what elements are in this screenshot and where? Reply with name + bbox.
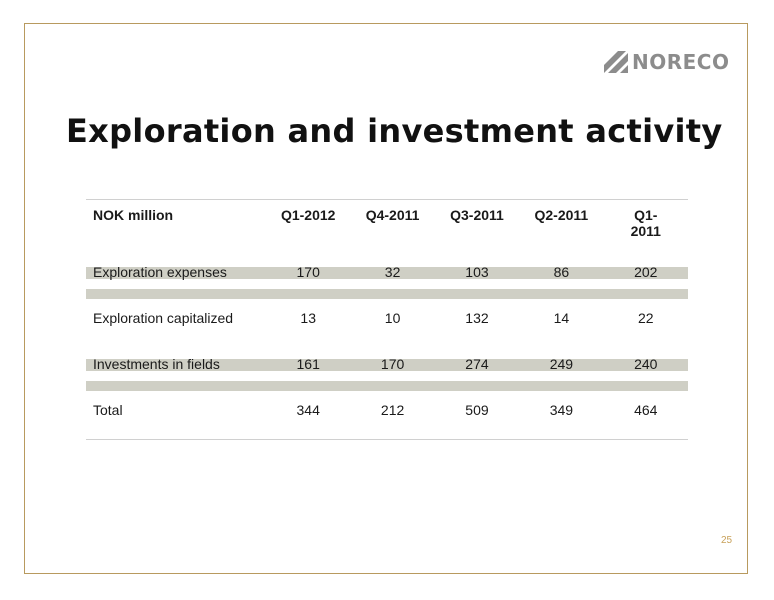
table-cell: 161	[266, 347, 351, 393]
table-bottom-rule	[86, 439, 688, 440]
table-cell: 170	[266, 255, 351, 301]
column-header: Q2-2011	[534, 207, 589, 223]
page-title: Exploration and investment activity	[66, 112, 723, 150]
table-row: Total 344 212 509 349 464	[86, 393, 688, 439]
table-cell: 509	[465, 402, 489, 418]
table-cell: 86	[519, 255, 604, 301]
row-label: Investments in fields	[86, 347, 266, 393]
stripe-mark-icon	[604, 51, 628, 73]
table-cell: 464	[634, 402, 658, 418]
table-row: Exploration expenses 170 32 103 86 202	[86, 255, 688, 301]
table-cell: 14	[553, 310, 570, 326]
page-number: 25	[721, 535, 733, 546]
table-cell: 103	[434, 255, 520, 301]
table-cell: 32	[350, 255, 435, 301]
column-header: NOK million	[93, 207, 174, 223]
table-cell: 22	[637, 310, 654, 326]
table-cell: 240	[603, 347, 688, 393]
row-label: Exploration capitalized	[93, 310, 234, 326]
table-cell: 349	[549, 402, 574, 418]
table-cell: 274	[434, 347, 520, 393]
column-header: Q3-2011	[450, 207, 504, 223]
row-label: Exploration expenses	[86, 255, 266, 301]
column-header: Q4-2011	[365, 207, 420, 223]
data-table: NOK million Q1-2012 Q4-2011 Q3-2011 Q2-2…	[86, 199, 688, 440]
table-cell: 344	[296, 402, 320, 418]
logo-text: NORECO	[632, 50, 730, 74]
table-cell: 212	[380, 402, 405, 418]
column-header: Q1-2012	[280, 207, 336, 223]
row-label: Total	[93, 402, 123, 418]
table-header-row: NOK million Q1-2012 Q4-2011 Q3-2011 Q2-2…	[86, 200, 688, 255]
table-cell: 10	[384, 310, 401, 326]
noreco-logo: NORECO	[604, 49, 729, 75]
table-cell: 132	[465, 310, 489, 326]
column-header: Q1- 2011	[630, 207, 661, 239]
table-cell: 13	[300, 310, 316, 326]
table-cell: 249	[519, 347, 604, 393]
table-cell: 170	[350, 347, 435, 393]
table-row: Exploration capitalized 13 10 132 14 22	[86, 301, 688, 347]
table-row: Investments in fields 161 170 274 249 24…	[86, 347, 688, 393]
table-top-rule	[86, 199, 688, 200]
table-cell: 202	[603, 255, 688, 301]
